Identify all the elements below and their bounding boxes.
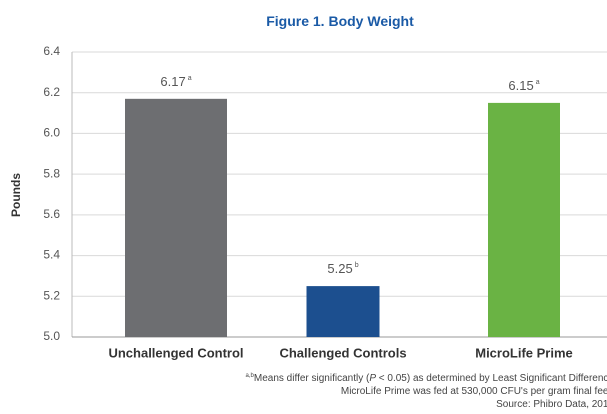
value-superscript: a [188, 75, 192, 82]
value-label: 6.15 a [508, 78, 539, 93]
y-tick-label: 5.6 [43, 207, 60, 221]
y-tick-label: 6.0 [43, 126, 60, 140]
value-label: 5.25 b [327, 262, 358, 277]
footnote: MicroLife Prime was fed at 530,000 CFU's… [341, 386, 607, 397]
x-tick-label: Challenged Controls [279, 345, 406, 360]
value-number: 6.17 [160, 74, 185, 89]
footnote: a,bMeans differ significantly (P < 0.05)… [246, 373, 607, 384]
footnote-part: MicroLife Prime was fed at 530,000 CFU's… [341, 386, 607, 397]
bar [306, 286, 380, 337]
footnote-part: a,b [246, 373, 255, 379]
footnote-part: Means differ significantly ( [254, 373, 370, 384]
title-text: Body Weight [328, 13, 414, 29]
value-number: 6.15 [508, 78, 533, 93]
title-prefix: Figure 1. [266, 13, 324, 29]
y-tick-label: 6.2 [43, 85, 60, 99]
value-number: 5.25 [327, 262, 352, 277]
footnote-part: Source: Phibro Data, 2016 [496, 399, 607, 410]
y-tick-label: 5.4 [43, 248, 60, 262]
footnote: Source: Phibro Data, 2016 [496, 399, 607, 410]
footnote-part: < 0.05) as determined by Least Significa… [376, 373, 607, 384]
chart-title: Figure 1. Body Weight [266, 13, 414, 29]
x-tick-label: Unchallenged Control [108, 345, 243, 360]
bar [488, 102, 560, 338]
y-tick-label: 5.0 [43, 329, 60, 343]
y-axis-label: Pounds [9, 173, 23, 217]
y-tick-label: 6.4 [43, 44, 60, 58]
y-tick-label: 5.8 [43, 166, 60, 180]
value-superscript: b [355, 262, 359, 269]
value-label: 6.17 a [160, 74, 191, 89]
x-tick-label: MicroLife Prime [475, 345, 573, 360]
footnote-part: P [369, 373, 376, 384]
y-tick-label: 5.2 [43, 288, 60, 302]
bar [125, 98, 227, 337]
value-superscript: a [536, 79, 540, 86]
